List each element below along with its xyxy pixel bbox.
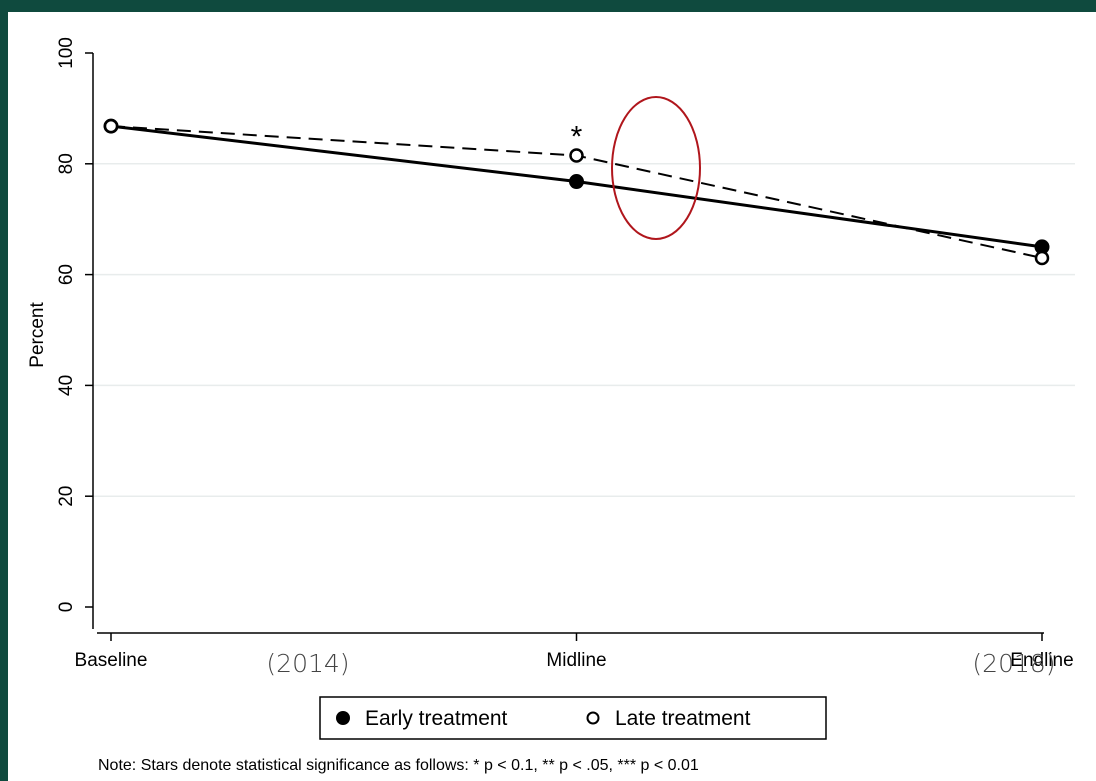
significance-note: Note: Stars denote statistical significa… xyxy=(98,757,699,774)
x-tick-label: Baseline xyxy=(75,650,148,671)
legend-marker xyxy=(336,711,350,725)
highlight-ellipse xyxy=(611,96,701,240)
y-axis-title: Percent xyxy=(27,302,48,368)
data-point xyxy=(103,118,119,134)
data-point xyxy=(569,148,584,163)
legend-label: Early treatment xyxy=(365,707,508,730)
significance-star: * xyxy=(571,120,583,153)
annotations: * xyxy=(571,96,701,240)
legend-marker xyxy=(586,711,600,725)
data-point xyxy=(569,174,584,190)
legend-label: Late treatment xyxy=(615,707,751,730)
y-tick-label: 80 xyxy=(56,153,77,174)
y-tick-label: 20 xyxy=(56,486,77,507)
chart-panel xyxy=(8,12,1096,781)
legend: Early treatment Late treatment xyxy=(319,696,827,740)
y-tick-label: 100 xyxy=(56,37,77,69)
series-markers xyxy=(103,118,1050,266)
y-tick-label: 0 xyxy=(56,602,77,613)
year-labels: (2014) (2018) xyxy=(266,649,1055,678)
x-tick-label: Midline xyxy=(546,650,606,671)
data-point xyxy=(1034,250,1050,266)
axes xyxy=(92,53,1044,634)
y-axis-ticks: 0 20 40 60 80 100 xyxy=(56,37,93,612)
x-tick-label: Endline xyxy=(1010,650,1073,671)
series-layer xyxy=(103,118,1050,266)
year-label: (2014) xyxy=(266,649,349,678)
gridlines xyxy=(93,163,1075,497)
y-tick-label: 40 xyxy=(56,375,77,396)
x-axis-ticks: Baseline Midline Endline xyxy=(75,633,1074,671)
data-point xyxy=(1034,239,1050,255)
legend-box xyxy=(319,696,827,740)
y-tick-label: 60 xyxy=(56,264,77,285)
year-label: (2018) xyxy=(972,649,1055,678)
